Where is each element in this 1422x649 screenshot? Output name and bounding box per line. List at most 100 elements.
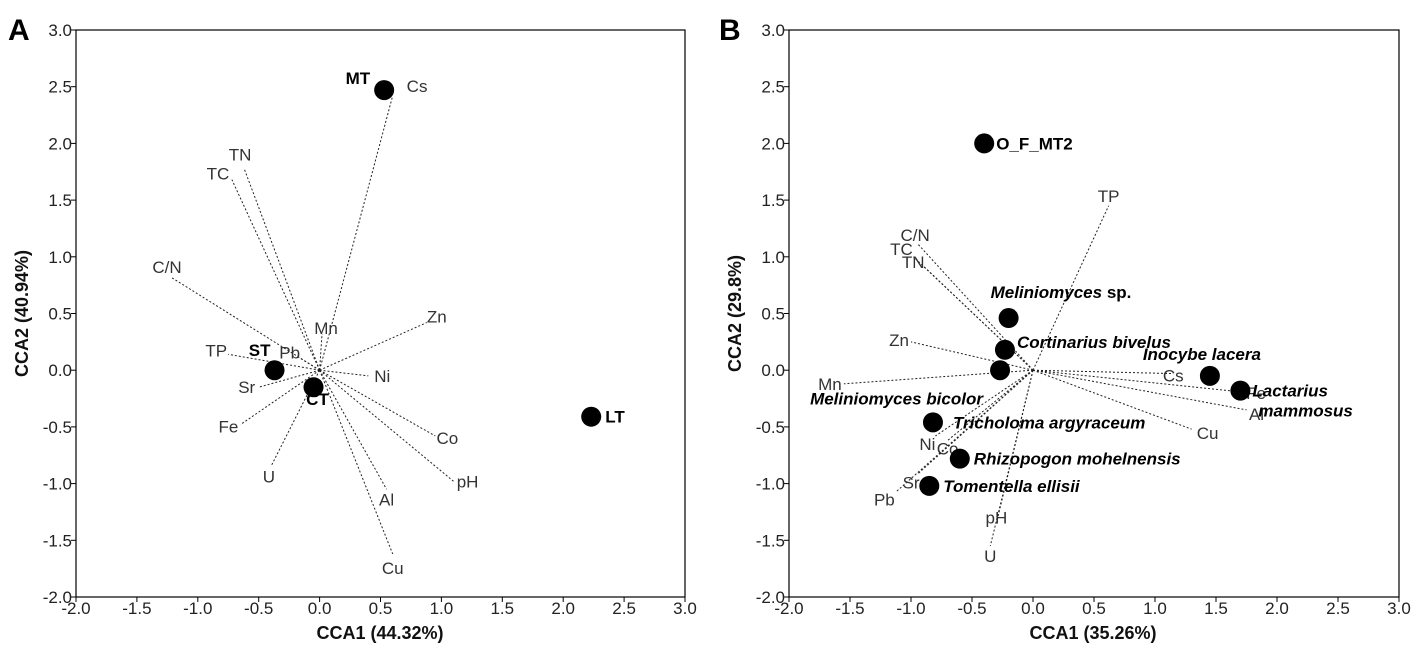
vector-label: U: [263, 468, 275, 487]
vector-label: Zn: [427, 308, 447, 327]
species-label: Meliniomyces sp.: [991, 283, 1132, 302]
y-tick-label: 1.5: [761, 191, 785, 210]
vector-label: Fe: [219, 418, 239, 437]
vector-pb: [297, 356, 320, 371]
vector-label: Co: [436, 429, 458, 448]
species-label: Meliniomyces bicolor: [810, 389, 984, 408]
y-tick-label: 2.5: [761, 78, 785, 97]
x-tick-label: -0.5: [957, 599, 986, 618]
y-tick-label: 3.0: [761, 21, 785, 40]
vector-ni: [319, 369, 369, 377]
vector-label: Sr: [238, 378, 255, 397]
y-tick-label: -1.5: [756, 531, 785, 550]
x-tick-label: -1.5: [835, 599, 864, 618]
site-label: O_F_MT2: [996, 134, 1073, 153]
y-tick-label: 3.0: [48, 21, 72, 40]
vector-label: TC: [207, 165, 230, 184]
x-tick-label: 1.0: [1143, 599, 1167, 618]
vector-label: Sr: [903, 474, 920, 493]
y-tick-label: 2.0: [761, 134, 785, 153]
y-tick-label: -2.0: [756, 588, 785, 607]
panel-letter: B: [719, 14, 741, 47]
species-label: Inocybe lacera: [1143, 345, 1261, 364]
site-point: [264, 360, 285, 381]
x-tick-label: -1.0: [896, 599, 925, 618]
species-label: Lactarius: [1252, 382, 1328, 401]
vector-label: Zn: [889, 331, 909, 350]
vector-label: Ni: [919, 435, 935, 454]
site-point: [919, 475, 940, 496]
y-tick-label: 1.0: [48, 248, 72, 267]
vector-fe: [1032, 369, 1251, 394]
vector-tn: [922, 265, 1034, 371]
vector-pb: [896, 369, 1034, 492]
x-tick-label: 2.0: [1265, 599, 1289, 618]
vector-zn: [319, 322, 427, 371]
x-tick-label: -0.5: [244, 599, 273, 618]
x-tick-label: -2.0: [774, 599, 803, 618]
y-tick-label: -2.0: [43, 588, 72, 607]
vector-cs: [1032, 369, 1174, 375]
x-tick-label: 2.5: [1326, 599, 1350, 618]
panel-a: A -2.0 -1.5 -1.0 -0.5 0.0 0.5 1.0 1.5 2.0 2.5 3.0 -2…: [8, 14, 697, 643]
vector-cu: [319, 370, 394, 555]
site-point: [974, 133, 995, 154]
y-tick-label: -1.0: [756, 475, 785, 494]
vector-label: Al: [1249, 405, 1264, 424]
vector-label: TN: [229, 145, 252, 164]
y-tick-label: 0.5: [48, 305, 72, 324]
y-tick-label: 2.0: [48, 134, 72, 153]
y-axis-title: CCA2 (40.94%): [12, 250, 32, 377]
species-label: Rhizopogon mohelnensis: [974, 450, 1181, 469]
site-point: [1230, 380, 1251, 401]
vector-co: [947, 369, 1034, 441]
vector-sr: [258, 369, 320, 388]
site-point: [949, 448, 970, 469]
vector-al: [319, 369, 388, 490]
vector-label: TN: [902, 253, 925, 272]
vector-label: TC: [890, 240, 913, 259]
y-tick-label: 0.0: [761, 361, 785, 380]
vector-label: TP: [205, 341, 227, 360]
vector-label: C/N: [900, 226, 929, 245]
x-tick-label: 0.0: [1021, 599, 1045, 618]
y-axis-title: CCA2 (29.8%): [725, 255, 745, 372]
species-label: Tricholoma argyraceum: [953, 413, 1145, 432]
vector-label: Fe: [1246, 384, 1266, 403]
y-tick-label: 1.0: [761, 248, 785, 267]
species-label: mammosus: [1258, 402, 1352, 421]
vector-label: C/N: [152, 258, 181, 277]
vector-label: Mn: [818, 375, 842, 394]
species-label: Cortinarius bivelus: [1017, 333, 1171, 352]
plot-frame: [75, 29, 686, 598]
x-tick-label: 1.0: [430, 599, 454, 618]
vector-c-n: [170, 276, 320, 371]
vector-label: U: [984, 547, 996, 566]
site-point: [922, 412, 943, 433]
site-point: [994, 339, 1015, 360]
panel-letter: A: [8, 14, 30, 47]
site-label: CT: [306, 390, 329, 409]
x-tick-label: 3.0: [1387, 599, 1411, 618]
vector-c-n: [916, 242, 1034, 371]
vector-label: Al: [379, 490, 394, 509]
x-tick-label: 1.5: [490, 599, 514, 618]
vector-fe: [240, 369, 320, 426]
x-tick-label: 1.5: [1204, 599, 1228, 618]
species-label: Tomentella ellisii: [943, 477, 1081, 496]
y-tick-label: 1.5: [48, 191, 72, 210]
vector-label: Cs: [1163, 367, 1184, 386]
y-tick-label: -1.5: [43, 531, 72, 550]
site-label: ST: [249, 341, 271, 360]
y-tick-label: 0.5: [761, 305, 785, 324]
y-tick-label: 2.5: [48, 78, 72, 97]
x-tick-label: -1.5: [122, 599, 151, 618]
y-tick-label: -1.0: [43, 475, 72, 494]
vector-label: TP: [1098, 187, 1120, 206]
vector-label: Cs: [407, 77, 428, 96]
x-tick-label: -1.0: [183, 599, 212, 618]
vector-zn: [910, 341, 1034, 371]
vector-label: Pb: [279, 344, 300, 363]
site-point: [990, 360, 1011, 381]
vector-tp: [228, 353, 320, 371]
